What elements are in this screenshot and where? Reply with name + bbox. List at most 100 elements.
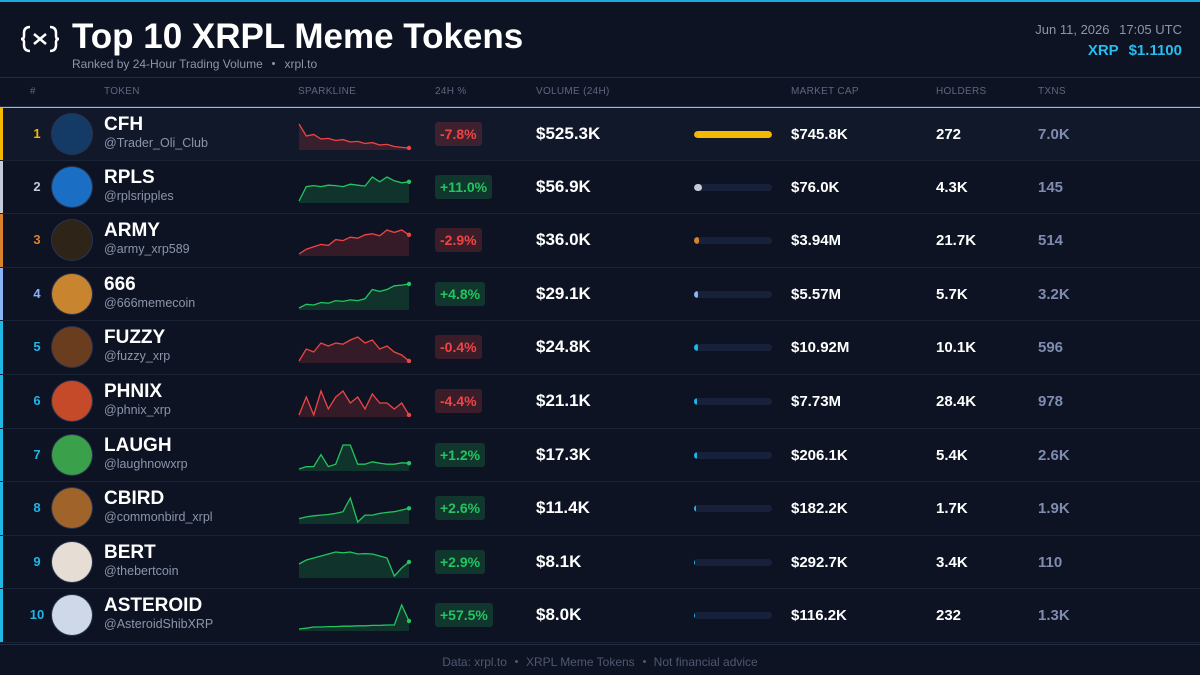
market-cap: $745.8K (791, 126, 848, 143)
change: +4.8% (440, 285, 481, 302)
txns: 514 (1038, 232, 1064, 250)
row: 9 BERT @thebertcoin +2.9% $8.1K $292.7K 3.4K 11… (0, 535, 1200, 590)
volume-bar (694, 237, 700, 245)
txns: 145 (1038, 178, 1064, 196)
change-pill: +4.8% (435, 281, 486, 306)
sparkline-area (299, 391, 409, 417)
sparkline-area (299, 176, 409, 203)
column-header: TXNS (1038, 86, 1066, 97)
rank: 2 (33, 178, 41, 194)
avatar (52, 220, 92, 261)
sparkline-end (406, 359, 412, 364)
pill-bg (435, 389, 482, 413)
holders: 5.4K (936, 446, 968, 464)
token-handle: @army_xrp589 (104, 242, 190, 257)
volume: $24.8K (536, 337, 591, 357)
market-cap: $116.2K (791, 607, 847, 625)
volume: $36.0K (536, 230, 591, 250)
volume-bar (694, 290, 699, 298)
market-cap: $3.94M (791, 232, 842, 250)
divider (0, 106, 1200, 107)
xrp-price: XRP $1.1100 (1088, 42, 1182, 59)
row: 10 ASTEROID @AsteroidShibXRP +57.5% $8.0K $11… (0, 589, 1200, 643)
market-cap: $292.7K (791, 553, 848, 571)
sparkline (298, 389, 412, 417)
holders: 232 (936, 607, 962, 625)
row-accent (0, 375, 3, 428)
pill-bg (435, 442, 486, 467)
market-cap: $206.1K (791, 446, 848, 464)
token-name: PHNIX (104, 381, 163, 402)
row-accent (0, 589, 3, 642)
txns: 3.2K (1038, 285, 1070, 303)
avatar (52, 166, 92, 207)
pill-bg (435, 335, 482, 360)
sparkline-line (298, 603, 410, 631)
column-header: 24H % (435, 86, 467, 97)
market-cap: $7.73M (791, 393, 842, 410)
sparkline-line (298, 551, 410, 577)
sparkline (298, 123, 412, 150)
volume: $17.3K (536, 444, 591, 464)
row: 2 RPLS @rplsripples +11.0% $56.9K $76.0K 4.3K 1… (0, 160, 1200, 215)
rank: 4 (33, 285, 41, 301)
holders: 28.4K (936, 393, 977, 410)
footer-text: Not financial advice (653, 655, 758, 669)
token-name: RPLS (104, 166, 155, 188)
sparkline (298, 443, 412, 471)
sparkline-end (406, 619, 412, 624)
change-pill: +11.0% (435, 174, 493, 199)
change: +57.5% (440, 607, 488, 624)
avatar (52, 114, 92, 154)
token-name: BERT (104, 541, 156, 563)
sparkline-line (298, 283, 410, 309)
txns: 978 (1038, 393, 1064, 410)
volume-bar (694, 451, 697, 459)
market-cap: $10.92M (791, 339, 850, 357)
row-accent (0, 428, 3, 482)
change: +1.2% (440, 446, 481, 463)
sparkline-line (298, 443, 410, 470)
change: -0.4% (440, 339, 477, 356)
rank: 5 (33, 339, 41, 355)
row-accent (0, 321, 3, 374)
footer: Data: xrpl.to XRPL Meme Tokens Not financi… (0, 655, 1200, 669)
market-cap: $76.0K (791, 178, 840, 196)
txns: 2.6K (1038, 446, 1070, 464)
avatar (52, 488, 92, 529)
sparkline (298, 281, 412, 310)
sparkline-line (298, 229, 410, 255)
avatar (52, 595, 92, 636)
sparkline-line (298, 336, 410, 362)
sparkline (298, 175, 412, 203)
change: +2.6% (440, 500, 481, 517)
sparkline-end (406, 559, 412, 564)
site: xrpl.to (284, 57, 318, 71)
date: Jun 11, 2026 (1035, 22, 1110, 37)
row: 4 666 @666memecoin +4.8% $29.1K $5.57M 5.7K 3.2… (0, 267, 1200, 322)
price-label: XRP (1087, 42, 1119, 59)
token-name: CBIRD (104, 488, 165, 510)
volume-track (694, 505, 772, 513)
volume: $56.9K (536, 176, 591, 196)
token-name: ASTEROID (104, 595, 203, 617)
change-pill: +2.9% (435, 549, 486, 574)
token-name: FUZZY (104, 327, 166, 349)
row: 5 FUZZY @fuzzy_xrp -0.4% $24.8K $10.92M 10.1K 5… (0, 321, 1200, 375)
rank: 3 (33, 232, 41, 248)
sparkline-area (299, 551, 409, 578)
sparkline-line (298, 496, 410, 524)
volume-track (694, 290, 772, 298)
volume-bar (694, 612, 696, 620)
change-pill: +2.6% (435, 496, 486, 521)
change: +2.9% (440, 553, 481, 570)
sparkline-area (299, 444, 409, 471)
pill-bg (435, 603, 493, 628)
volume-track (694, 558, 772, 566)
token-name: 666 (104, 273, 136, 295)
volume-track (694, 183, 772, 191)
sparkline-end (406, 179, 412, 184)
holders: 4.3K (936, 178, 968, 196)
sparkline-line (298, 123, 410, 149)
footer-text: XRPL Meme Tokens (525, 655, 635, 669)
